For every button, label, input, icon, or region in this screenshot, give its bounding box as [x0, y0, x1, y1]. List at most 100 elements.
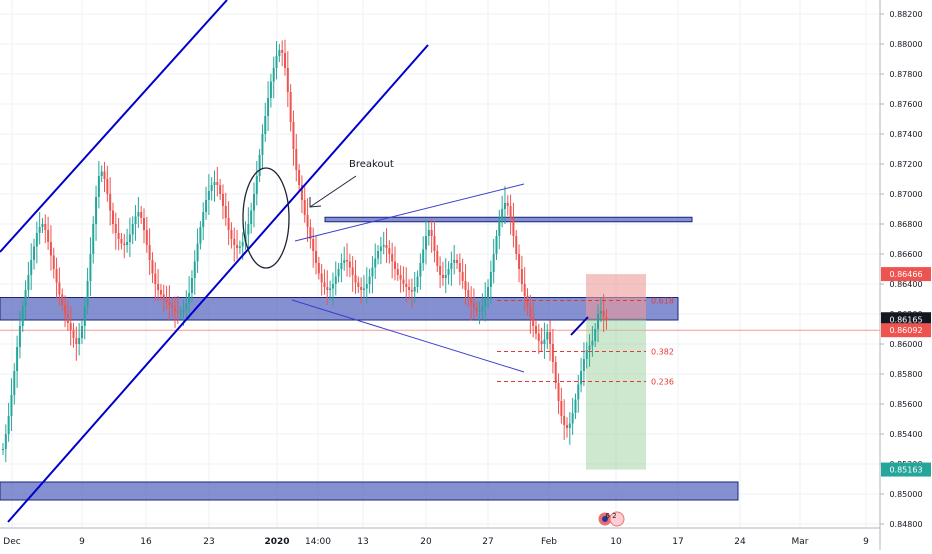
candle-body	[2, 449, 4, 450]
candle-body	[422, 249, 425, 263]
candle-body	[100, 171, 103, 176]
price-tag-label: 0.86092	[889, 326, 922, 335]
breakout-arrow-line[interactable]	[309, 175, 357, 208]
price-tag	[881, 323, 931, 338]
fib-layer[interactable]: 0.618 0.382 0.236	[497, 297, 674, 387]
fib-label-0.618: 0.618	[651, 297, 674, 306]
candle-body	[27, 275, 30, 290]
time-tick-label: Feb	[541, 537, 557, 547]
time-tick-label: Mar	[792, 537, 809, 547]
candle-body	[503, 203, 506, 209]
price-tick-label: 0.87400	[889, 130, 922, 139]
candle-body	[602, 311, 605, 317]
candle-body	[520, 269, 523, 284]
candle-body	[427, 230, 430, 236]
candle-body	[371, 267, 374, 277]
wedge-upper-line[interactable]	[294, 183, 525, 242]
candle-body	[365, 284, 368, 289]
candle-body	[300, 185, 303, 200]
breakout-arrow-head[interactable]	[309, 197, 322, 208]
candle-body	[529, 306, 532, 317]
candle-body	[487, 287, 490, 299]
candle-body	[75, 338, 78, 344]
candle-body	[478, 311, 481, 312]
candle-body	[377, 251, 380, 259]
candle-body	[148, 245, 151, 260]
candle-body	[219, 185, 222, 194]
candle-body	[453, 260, 456, 263]
candle-body	[506, 203, 509, 206]
take-profit-zone[interactable]	[586, 319, 646, 470]
event-marker-icon[interactable]	[609, 511, 625, 527]
candle-body	[391, 254, 394, 262]
candle-body	[484, 299, 487, 307]
candle-body	[196, 243, 199, 262]
candle-body	[80, 326, 83, 338]
position-tool[interactable]	[586, 274, 646, 470]
upper-channel-line[interactable]	[0, 0, 228, 253]
candle-body	[605, 317, 608, 320]
candle-body	[49, 242, 52, 256]
candle-body	[340, 263, 343, 269]
candle-body	[38, 227, 41, 233]
candle-body	[216, 182, 219, 185]
candle-body	[16, 347, 19, 371]
candle-body	[396, 269, 399, 275]
candle-body	[128, 234, 131, 242]
drawings-layer[interactable]: Breakout	[0, 0, 589, 523]
time-axis[interactable]: Dec 9 16 23 2020 14:00 13 20 27 Feb 10 17 24 Mar 9	[0, 527, 880, 547]
candle-body	[207, 191, 210, 200]
time-tick-label: 2020	[264, 537, 289, 547]
candle-body	[143, 218, 145, 230]
candle-body	[543, 339, 546, 344]
events-badge[interactable]: 6 2	[597, 511, 625, 527]
candle-body	[95, 197, 98, 224]
candle-body	[475, 308, 478, 311]
price-tick-label: 0.87800	[889, 70, 922, 79]
candle-body	[405, 284, 408, 287]
candle-body	[416, 276, 419, 287]
candle-body	[597, 314, 600, 329]
candle-body	[362, 288, 365, 290]
candle-body	[151, 260, 154, 274]
price-tick-label: 0.86600	[889, 250, 922, 259]
candle-body	[315, 251, 318, 263]
candle-body	[585, 350, 588, 359]
candle-body	[368, 276, 371, 284]
candle-body	[323, 282, 326, 287]
stop-loss-zone[interactable]	[586, 274, 646, 320]
candle-body	[188, 293, 191, 304]
candle-body	[526, 296, 529, 307]
small-trend-line[interactable]	[570, 316, 589, 336]
candle-body	[7, 416, 10, 434]
candle-body	[72, 330, 75, 338]
time-tick-label: 9	[863, 537, 869, 547]
price-tag-label: 0.86466	[889, 270, 922, 279]
candle-body	[481, 306, 484, 311]
candle-body	[408, 287, 411, 290]
candle-body	[546, 332, 549, 340]
candle-body	[450, 263, 453, 269]
candle-body	[33, 246, 36, 260]
candle-body	[568, 423, 571, 428]
price-tick-label: 0.85000	[889, 490, 922, 499]
candle-body	[241, 242, 244, 247]
candle-body	[563, 416, 566, 425]
candle-body	[238, 246, 241, 248]
candle-body	[489, 272, 492, 287]
flag-emblem-icon	[602, 516, 608, 522]
lower-channel-line[interactable]	[7, 44, 429, 523]
candle-body	[179, 312, 182, 314]
candle-body	[103, 171, 106, 179]
candle-body	[227, 218, 230, 230]
candle-body	[599, 311, 602, 314]
wedge-lower-line[interactable]	[291, 299, 525, 373]
candle-body	[554, 362, 557, 383]
candle-body	[13, 371, 16, 395]
candle-body	[329, 288, 332, 290]
breakout-label[interactable]: Breakout	[349, 159, 394, 170]
breakout-circle[interactable]	[242, 167, 290, 269]
candle-body	[159, 290, 162, 295]
